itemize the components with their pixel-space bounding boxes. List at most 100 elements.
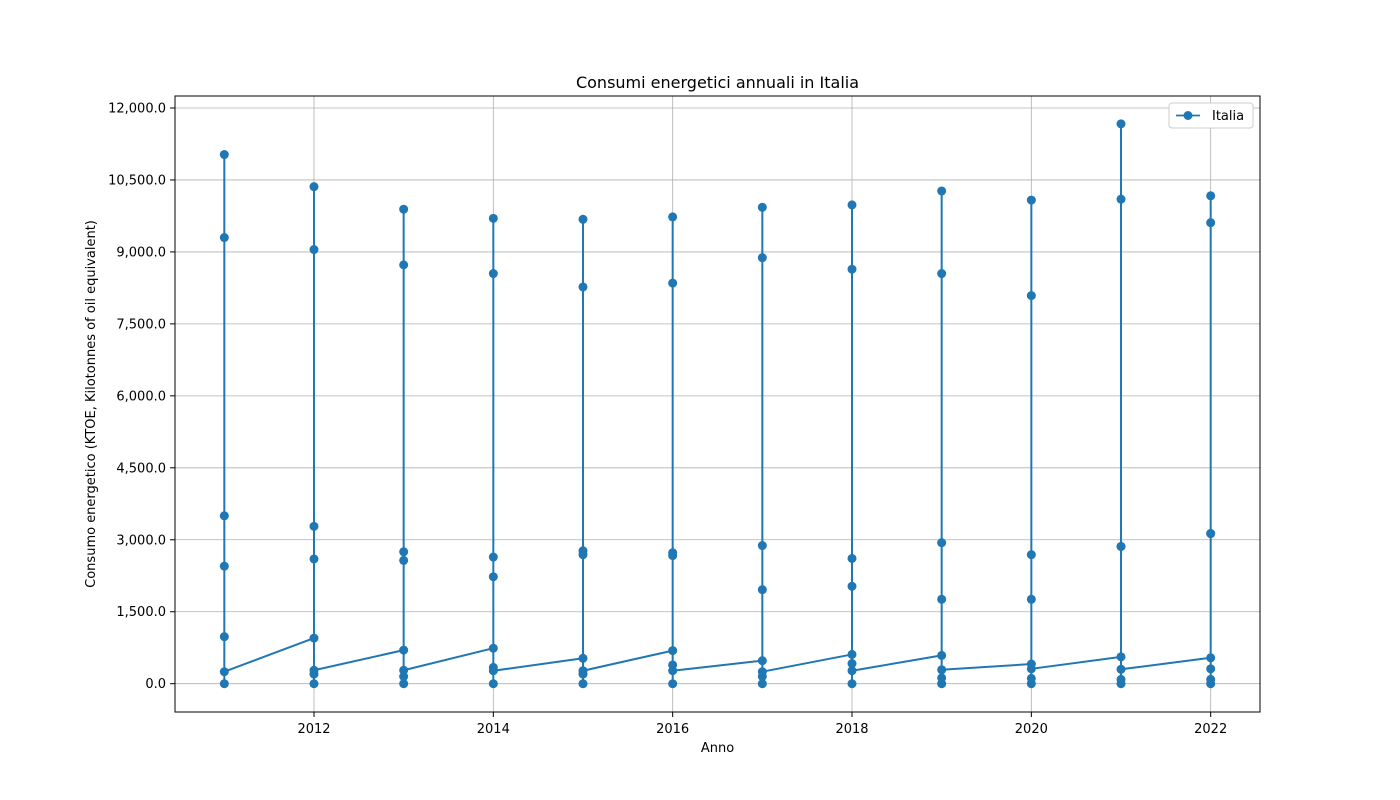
x-tick-label: 2022 xyxy=(1194,722,1227,737)
data-point xyxy=(1116,674,1126,684)
grid xyxy=(175,96,1260,712)
data-point xyxy=(757,585,767,595)
data-point xyxy=(847,581,857,591)
x-tick-label: 2016 xyxy=(656,722,689,737)
data-point xyxy=(847,659,857,669)
data-point xyxy=(219,632,229,642)
data-point xyxy=(219,561,229,571)
plot-frame xyxy=(174,95,1261,713)
data-point xyxy=(757,202,767,212)
data-point xyxy=(1206,529,1216,539)
data-point xyxy=(399,547,409,557)
data-point xyxy=(399,204,409,214)
legend-box xyxy=(1168,102,1254,129)
data-point xyxy=(937,594,947,604)
y-axis: 0.0 1,500.0 3,000.0 4,500.0 6,000.0 7,500.0 9,… xyxy=(108,101,175,692)
data-point xyxy=(847,649,857,659)
data-point xyxy=(1116,652,1126,662)
data-point xyxy=(488,572,498,582)
data-point xyxy=(488,269,498,279)
data-point xyxy=(668,278,678,288)
data-point xyxy=(668,646,678,656)
data-point xyxy=(847,264,857,274)
y-tick-label: 6,000.0 xyxy=(116,389,166,404)
chart-title: Consumi energetici annuali in Italia xyxy=(576,73,859,92)
data-point xyxy=(309,554,319,564)
data-point xyxy=(937,665,947,675)
data-point xyxy=(757,656,767,666)
data-point xyxy=(488,643,498,653)
data-point xyxy=(668,548,678,558)
series-italia xyxy=(219,119,1216,689)
data-point xyxy=(668,666,678,676)
data-point xyxy=(219,679,229,689)
y-tick-label: 12,000.0 xyxy=(108,101,166,116)
data-point xyxy=(309,665,319,675)
data-point xyxy=(757,253,767,263)
data-point xyxy=(1116,194,1126,204)
y-tick-label: 3,000.0 xyxy=(116,533,166,548)
y-tick-label: 9,000.0 xyxy=(116,245,166,260)
data-point xyxy=(399,555,409,565)
data-point xyxy=(488,213,498,223)
x-axis-label: Anno xyxy=(701,741,734,756)
data-point xyxy=(1026,550,1036,560)
data-point xyxy=(578,282,588,292)
data-point xyxy=(937,538,947,548)
data-point xyxy=(847,553,857,563)
data-point xyxy=(488,552,498,562)
data-point xyxy=(757,679,767,689)
x-tick-label: 2012 xyxy=(297,722,330,737)
data-point xyxy=(488,679,498,689)
data-point xyxy=(309,245,319,255)
data-point xyxy=(1026,664,1036,674)
data-point xyxy=(757,541,767,551)
data-point xyxy=(1116,541,1126,551)
data-point xyxy=(399,645,409,655)
data-point xyxy=(219,511,229,521)
data-point xyxy=(578,679,588,689)
data-point xyxy=(937,186,947,196)
y-tick-label: 7,500.0 xyxy=(116,317,166,332)
data-point xyxy=(1206,218,1216,228)
data-point xyxy=(309,182,319,192)
data-point xyxy=(1206,664,1216,674)
data-point xyxy=(219,233,229,243)
data-point xyxy=(1026,673,1036,683)
data-point xyxy=(1116,664,1126,674)
data-point xyxy=(309,633,319,643)
data-point xyxy=(1206,191,1216,201)
data-point xyxy=(309,521,319,531)
data-point xyxy=(757,667,767,677)
x-axis: 2012 2014 2016 2018 2020 2022 xyxy=(297,712,1227,737)
data-point xyxy=(937,673,947,683)
data-point xyxy=(847,200,857,210)
data-point xyxy=(1116,119,1126,129)
y-tick-label: 0.0 xyxy=(145,677,166,692)
y-axis-label: Consumo energetico (KTOE, Kilotonnes of … xyxy=(84,220,99,588)
legend-marker xyxy=(1183,111,1193,120)
data-point xyxy=(668,679,678,689)
data-point xyxy=(399,665,409,675)
data-point xyxy=(1206,674,1216,684)
data-point xyxy=(1206,653,1216,663)
data-point xyxy=(309,679,319,689)
data-point xyxy=(488,666,498,676)
data-point xyxy=(847,666,857,676)
data-point xyxy=(219,667,229,677)
data-point xyxy=(399,679,409,689)
data-point xyxy=(937,269,947,279)
data-point xyxy=(219,150,229,160)
x-tick-label: 2018 xyxy=(835,722,868,737)
x-tick-label: 2014 xyxy=(477,722,510,737)
data-point xyxy=(578,546,588,556)
data-point xyxy=(578,653,588,663)
data-point xyxy=(1026,594,1036,604)
data-point xyxy=(1026,195,1036,205)
y-tick-label: 10,500.0 xyxy=(108,173,166,188)
data-point xyxy=(578,214,588,224)
y-tick-label: 1,500.0 xyxy=(116,605,166,620)
y-tick-label: 4,500.0 xyxy=(116,461,166,476)
data-point xyxy=(399,671,409,681)
